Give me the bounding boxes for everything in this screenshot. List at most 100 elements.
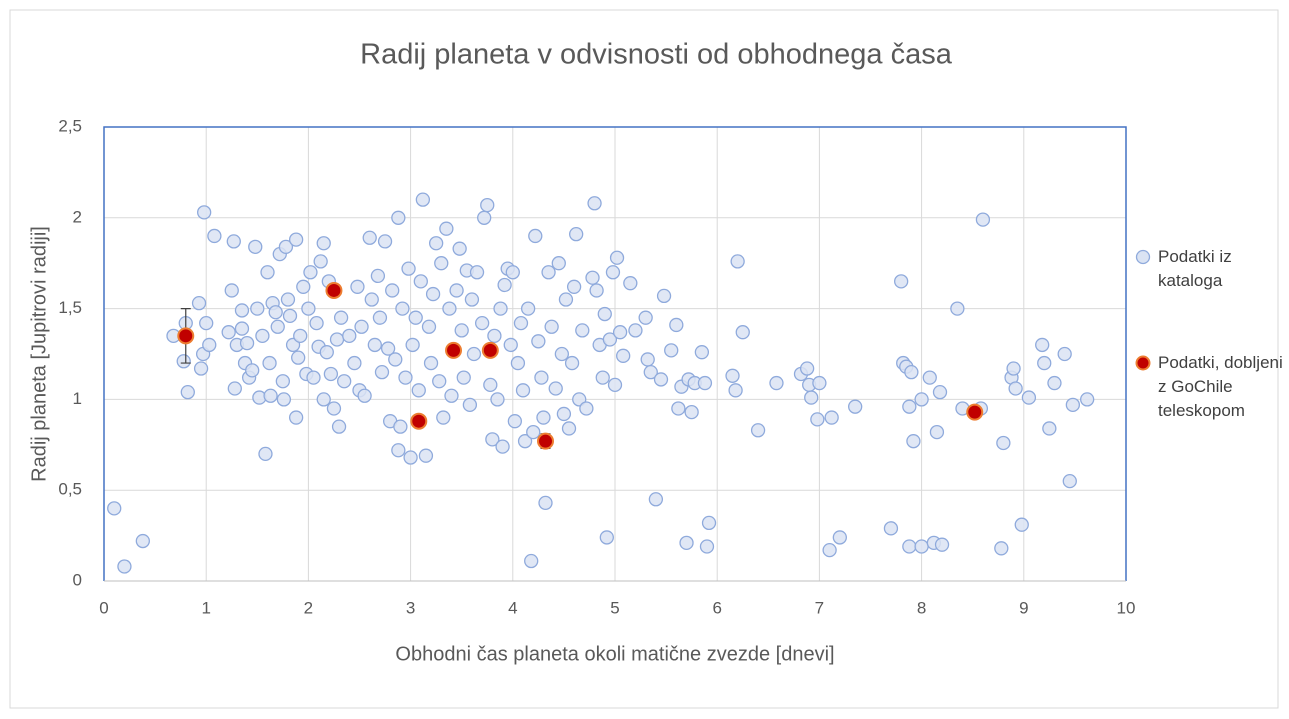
point [904,365,919,380]
point [306,370,321,385]
point [538,495,553,511]
point [848,399,863,414]
point [193,361,209,376]
point [202,337,217,353]
point [325,281,343,299]
point [750,423,766,438]
point [432,374,447,389]
point [329,332,345,347]
point [822,542,837,558]
point [653,372,669,387]
point [485,432,500,447]
point [278,239,294,255]
point [566,279,582,294]
point [301,301,316,316]
point [331,419,347,434]
y-tick-label: 0,5 [58,480,82,499]
point [434,256,449,271]
point [669,317,684,333]
point [362,230,377,245]
point [436,410,451,425]
point [1035,337,1050,353]
point [401,261,416,276]
point [575,323,590,338]
point [135,533,150,549]
point [374,365,390,380]
y-tick-label: 1 [73,389,82,408]
point [323,366,339,382]
point [804,390,819,405]
x-tick-label: 9 [1019,598,1028,617]
point [728,383,743,398]
point [411,383,426,398]
point [643,365,658,380]
point [1006,361,1021,376]
point [291,350,306,365]
point [347,355,362,371]
point [628,323,643,338]
y-axis-label: Radij planeta [Jupitrovi radiji] [28,226,50,482]
point [454,323,469,338]
point [679,535,694,551]
point [333,310,349,325]
point [357,388,372,403]
point [541,265,556,280]
point [221,325,236,340]
point [932,384,948,400]
point [497,277,512,293]
point [526,424,541,440]
point [810,412,825,427]
point [1080,392,1095,407]
point [483,377,498,393]
point [342,328,357,343]
point [410,412,428,430]
legend-marker [1135,249,1151,265]
point [1062,473,1077,489]
legend-marker [1135,355,1151,371]
point [372,310,388,325]
point [303,265,318,280]
legend-label: Podatki iz kataloga [1158,247,1232,290]
point [883,521,899,536]
point [480,197,495,213]
point [605,265,621,280]
point [388,352,403,367]
point [587,196,602,211]
point [393,419,408,434]
point [280,292,296,307]
point [551,256,566,271]
point [975,212,991,227]
x-tick-label: 8 [917,598,926,617]
point [950,301,965,316]
point [421,319,437,334]
point [293,328,308,343]
point [255,328,270,343]
point [697,375,713,391]
point [275,374,291,389]
point [664,343,679,358]
point [370,268,386,284]
point [1042,421,1057,436]
point [929,424,945,440]
point [534,370,549,385]
point [444,388,459,403]
point [316,392,331,407]
point [902,399,917,414]
point [515,383,531,398]
point [224,283,239,298]
point [554,346,570,362]
point [391,443,406,458]
point [607,377,623,393]
point [282,308,298,324]
point [309,315,324,331]
point [638,310,653,325]
point [191,296,207,311]
x-tick-label: 10 [1117,598,1136,617]
chart-title: Radij planeta v odvisnosti od obhodnega … [360,39,953,71]
point [385,283,400,298]
point [442,301,457,316]
point [595,370,610,385]
point [906,434,921,449]
point [589,283,604,298]
point [922,370,937,385]
